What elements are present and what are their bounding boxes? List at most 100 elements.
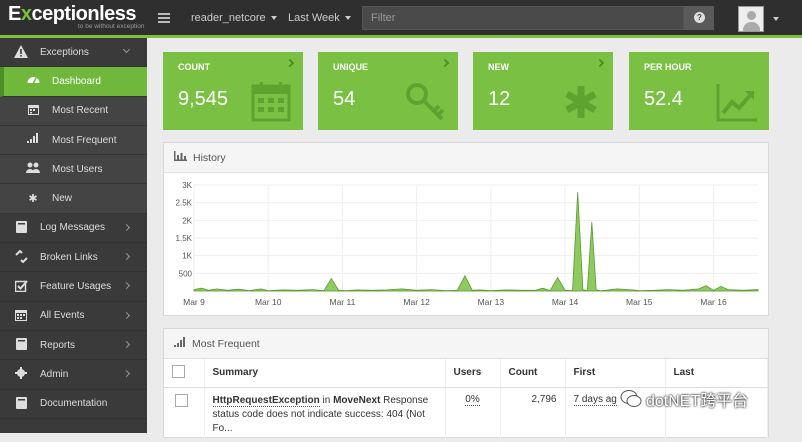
select-all-header [164, 359, 205, 388]
first-header[interactable]: First [565, 359, 666, 388]
sidebar-item-admin[interactable]: Admin [0, 360, 147, 390]
watermark: dotNET跨平台 [620, 386, 790, 412]
bar-chart-icon [174, 151, 187, 164]
wechat-icon [620, 390, 642, 407]
top-navbar: Exceptionless to be without exception re… [0, 0, 802, 38]
summary-cell: HttpRequestException in MoveNext Respons… [204, 387, 446, 442]
stat-card-count[interactable]: COUNT 9,545 [163, 52, 303, 130]
y-tick-label: 3K [182, 181, 192, 190]
sidebar-item-all-events[interactable]: All Events [0, 301, 147, 331]
summary-header[interactable]: Summary [204, 359, 446, 388]
exception-message: Response status code does not indicate s… [212, 394, 429, 434]
stat-value: 52.4 [644, 88, 683, 110]
y-tick-label: 1.5K [176, 234, 193, 243]
x-tick-label: Mar 16 [700, 297, 727, 307]
select-all-checkbox[interactable] [172, 364, 185, 378]
sidebar-item-label: Reports [40, 339, 76, 351]
users-cell: 0% [445, 387, 501, 442]
chevron-right-icon [285, 58, 295, 68]
stat-value: 54 [333, 88, 356, 110]
chevron-right-icon [122, 370, 131, 378]
broken-link-icon [14, 249, 28, 264]
chevron-down-icon[interactable] [773, 17, 779, 21]
time-range-dropdown[interactable]: Last Week [288, 12, 351, 24]
first-seen-value[interactable]: 7 days ag [573, 393, 617, 406]
x-tick-label: Mar 10 [255, 297, 282, 307]
x-tick-label: Mar 11 [330, 297, 356, 307]
x-tick-label: Mar 14 [552, 297, 579, 307]
most-frequent-panel: Most Frequent Summary Users Count First … [163, 328, 769, 442]
x-tick-label: Mar 12 [403, 297, 430, 307]
most-frequent-table: Summary Users Count First Last HttpReque… [164, 359, 768, 442]
sidebar-item-log-messages[interactable]: Log Messages [0, 213, 147, 244]
sidebar-item-label: Most Recent [52, 105, 109, 117]
chevron-right-icon [122, 340, 131, 349]
y-tick-label: 1K [182, 252, 192, 261]
signal-icon [174, 337, 186, 350]
chevron-right-icon [122, 311, 131, 319]
calendar-icon [251, 82, 291, 122]
stat-card-per-hour[interactable]: PER HOUR 52.4 [629, 52, 769, 130]
chevron-right-icon [122, 253, 131, 261]
stat-card-unique[interactable]: UNIQUE 54 [318, 52, 458, 130]
sidebar-item-exceptions[interactable]: Exceptions [0, 38, 147, 68]
users-percent[interactable]: 0% [465, 393, 480, 406]
sidebar-item-most-recent[interactable]: Most Recent [0, 96, 147, 126]
x-tick-label: Mar 9 [183, 297, 205, 307]
sidebar-item-label: Exceptions [40, 46, 89, 58]
last-header[interactable]: Last [665, 359, 768, 388]
sidebar-item-new[interactable]: ✱ New [0, 184, 147, 214]
sidebar-item-label: All Events [40, 310, 85, 322]
x-tick-label: Mar 13 [478, 297, 505, 307]
sidebar-item-documentation[interactable]: Documentation [0, 389, 147, 419]
users-icon [26, 162, 40, 176]
row-checkbox[interactable] [175, 393, 188, 407]
users-header[interactable]: Users [445, 359, 501, 388]
history-chart-svg: 500 1K 1.5K 2K 2.5K 3K Mar 9 Mar 10 Mar 11 Mar 12… [176, 181, 759, 307]
table-row[interactable]: HttpRequestException in MoveNext Respons… [164, 387, 768, 442]
most-frequent-title: Most Frequent [192, 337, 260, 350]
sidebar-item-label: Log Messages [40, 222, 106, 234]
sidebar-item-label: Most Frequent [52, 134, 117, 146]
sidebar-item-reports[interactable]: Reports [0, 330, 147, 361]
logo-text-rest: ceptionless [31, 3, 137, 25]
book-icon [14, 338, 28, 352]
calendar-icon [14, 309, 28, 323]
y-tick-label: 2.5K [176, 199, 193, 208]
count-header[interactable]: Count [500, 359, 566, 388]
sidebar-item-broken-links[interactable]: Broken Links [0, 243, 147, 273]
last-cell [665, 387, 768, 442]
menu-toggle-icon[interactable] [158, 13, 170, 24]
help-button[interactable]: ? [684, 6, 714, 30]
avatar[interactable] [738, 6, 764, 32]
watermark-text: dotNET跨平台 [646, 393, 749, 410]
sidebar: Exceptions Dashboard Most Recent Most Fr… [0, 38, 147, 433]
question-icon: ? [694, 12, 705, 23]
signal-icon [26, 133, 40, 147]
stat-label: COUNT [178, 62, 210, 72]
logo-text-e: E [8, 3, 21, 25]
first-cell: 7 days ag [565, 387, 666, 442]
sidebar-item-label: Documentation [40, 398, 108, 410]
stat-value: 9,545 [178, 88, 229, 110]
dashboard-icon [26, 74, 40, 88]
project-label: reader_netcore [191, 12, 266, 24]
filter-input[interactable]: Filter [362, 6, 684, 30]
project-dropdown[interactable]: reader_netcore [191, 12, 277, 24]
logo[interactable]: Exceptionless to be without exception [8, 4, 148, 34]
history-title: History [193, 151, 226, 164]
sidebar-item-dashboard[interactable]: Dashboard [0, 67, 147, 97]
sidebar-item-feature-usages[interactable]: Feature Usages [0, 272, 147, 302]
sidebar-item-most-users[interactable]: Most Users [0, 155, 147, 185]
history-panel-header: History [164, 143, 768, 173]
book-icon [14, 396, 28, 411]
method-name: MoveNext [333, 394, 381, 406]
checkbox-icon [14, 279, 28, 294]
sidebar-item-label: New [52, 193, 73, 205]
y-tick-label: 2K [182, 216, 192, 225]
sidebar-item-most-frequent[interactable]: Most Frequent [0, 125, 147, 156]
chevron-right-icon [440, 58, 450, 68]
chevron-right-icon [122, 282, 131, 290]
exception-type-link[interactable]: HttpRequestException [212, 394, 320, 407]
stat-card-new[interactable]: NEW 12 [473, 52, 613, 130]
